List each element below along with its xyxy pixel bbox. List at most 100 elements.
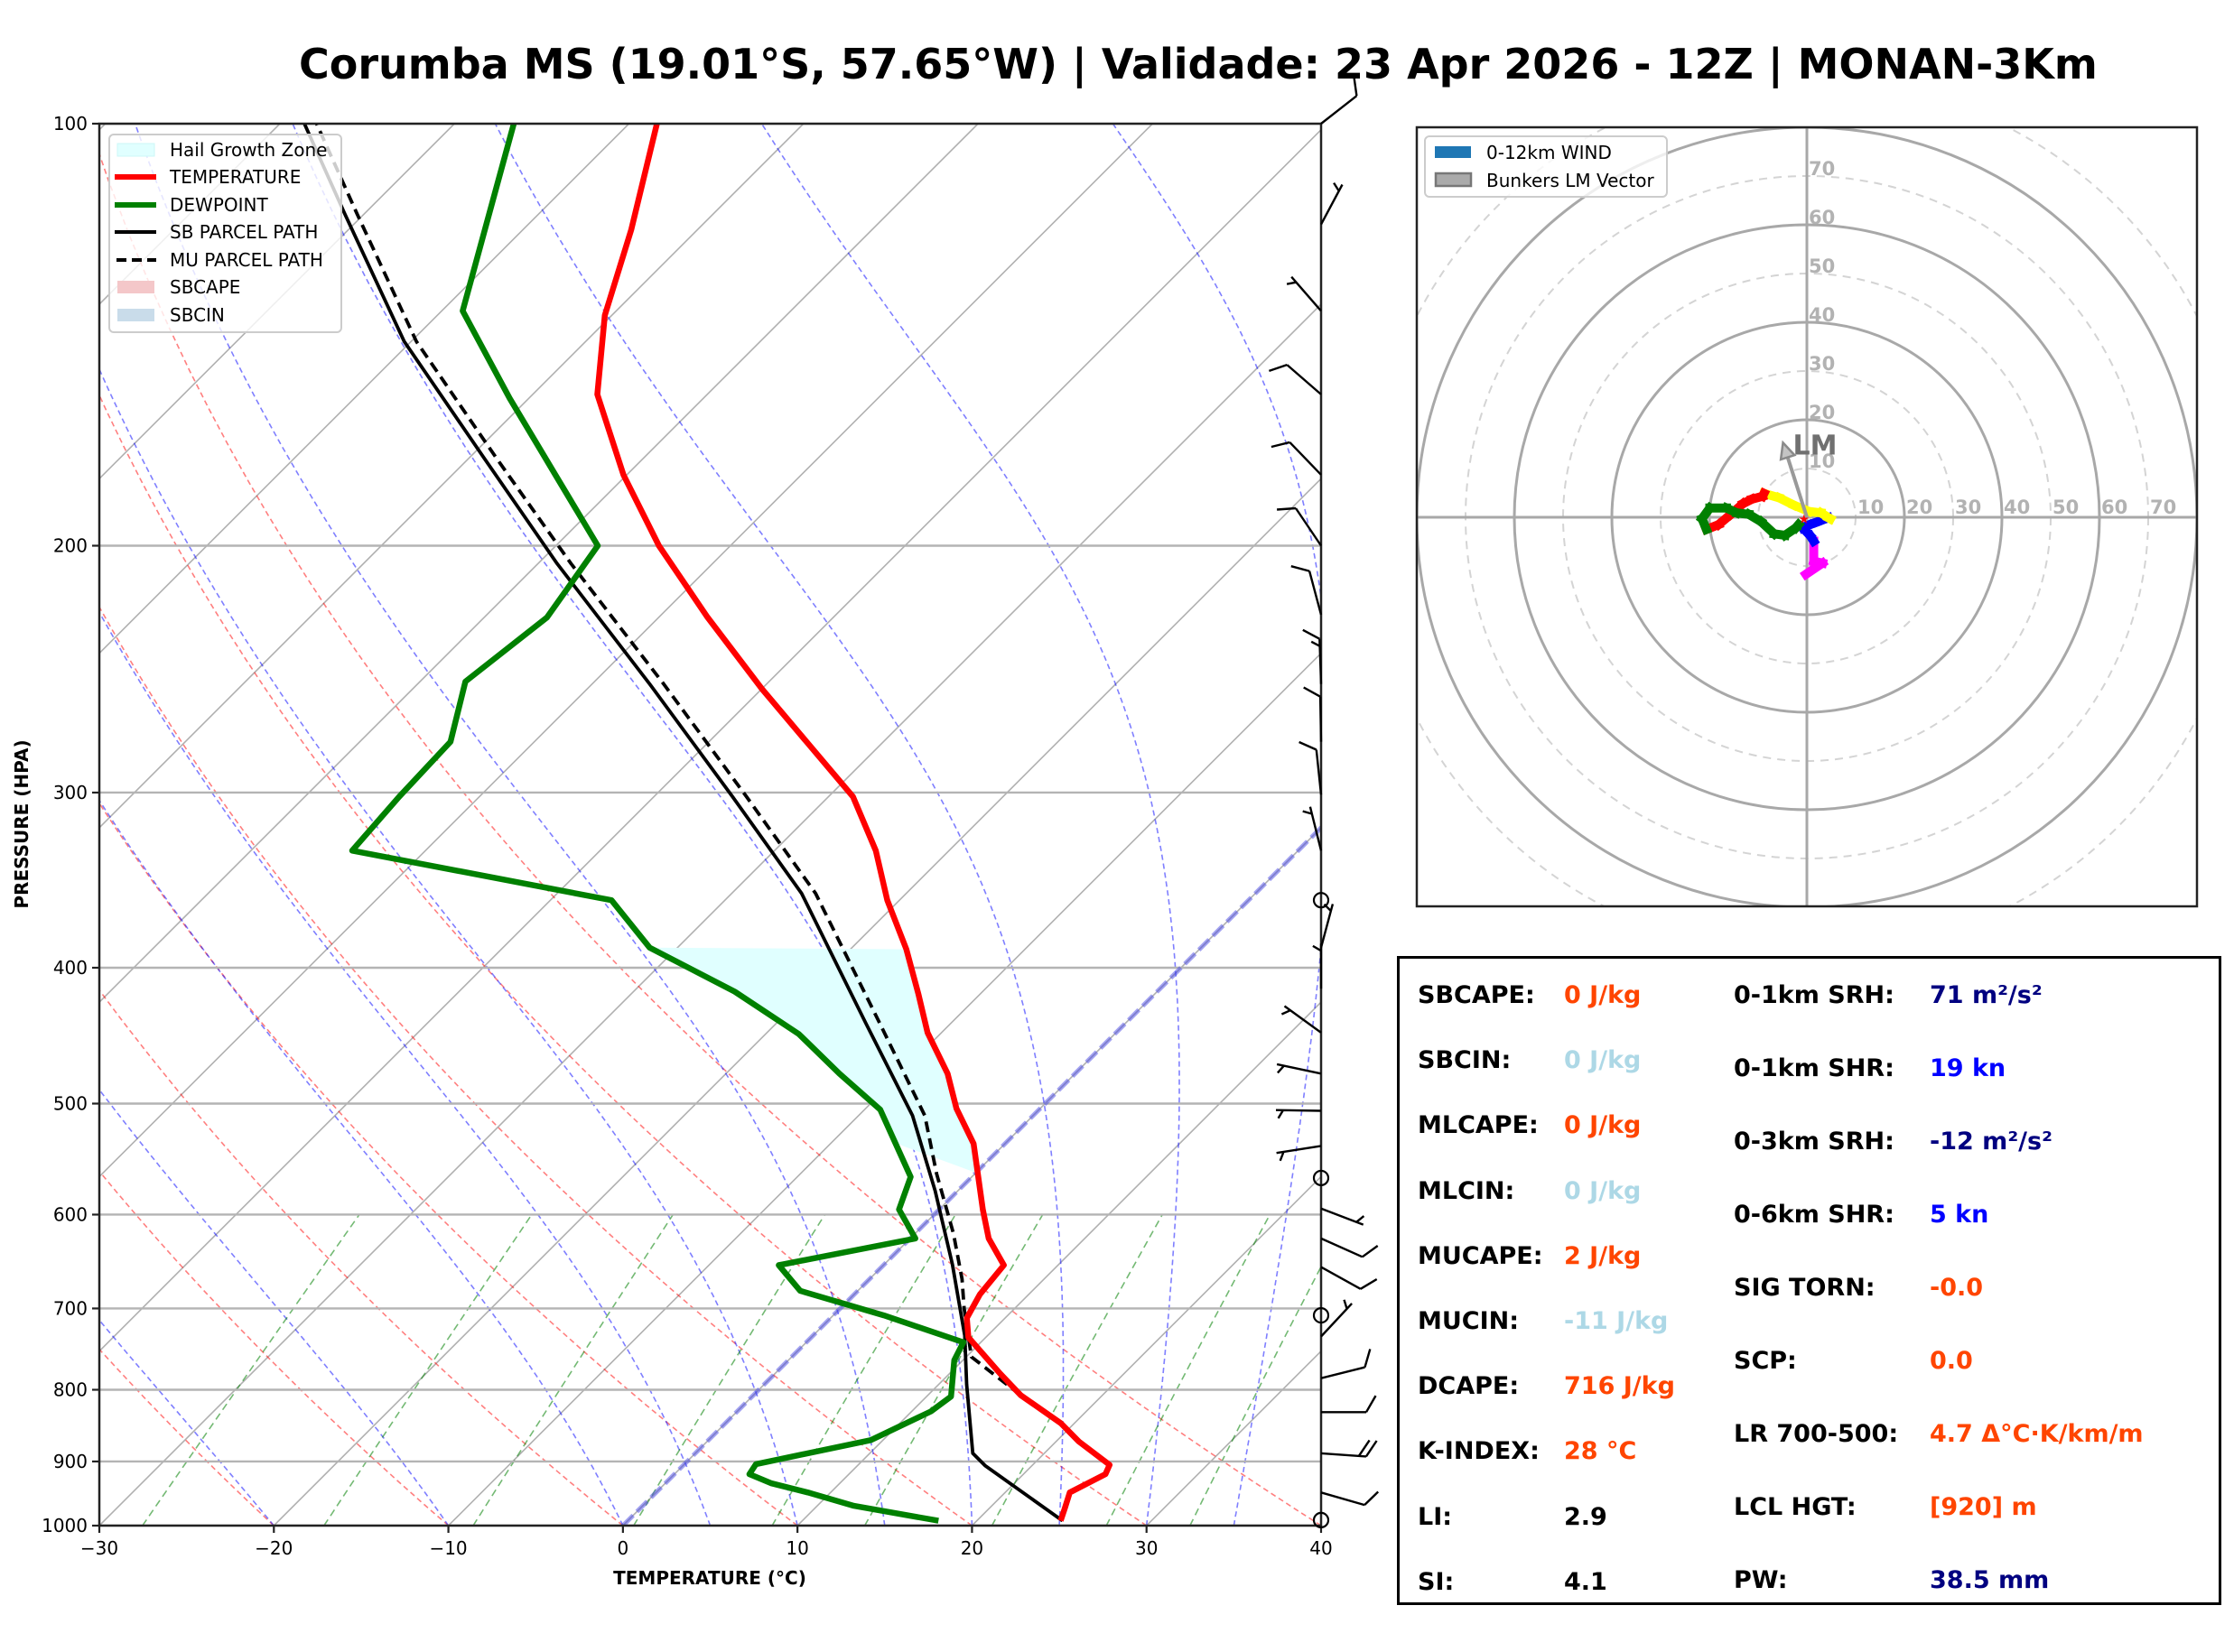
- x-tick-label: 10: [786, 1537, 808, 1559]
- index-value-sbcin: 0 J/kg: [1564, 1046, 1642, 1074]
- calm-wind-circle: [1312, 1307, 1330, 1324]
- moist-adiabat: [134, 124, 886, 1526]
- wind-barb: [1319, 903, 1335, 949]
- hodograph-frame: [1415, 125, 2199, 908]
- mu-parcel-path-line: [314, 124, 1022, 1397]
- isotherm-line: [796, 1001, 1321, 1526]
- legend-item-sb-parcel: SB PARCEL PATH: [115, 221, 318, 243]
- moist-adiabat: [292, 124, 973, 1526]
- calm-wind-circle: [1312, 1511, 1330, 1529]
- y-tick-label: 400: [53, 957, 88, 979]
- dry-adiabat: [99, 605, 973, 1526]
- hodograph-ring-label-x: 40: [2004, 497, 2030, 518]
- dry-adiabat: [99, 152, 1321, 1526]
- index-value-si: 4.1: [1564, 1568, 1607, 1596]
- index-label-dcape: DCAPE:: [1418, 1372, 1520, 1400]
- index-label-lapse-rate: LR 700-500:: [1734, 1420, 1899, 1448]
- wind-barb: [1275, 1109, 1322, 1119]
- index-label-si: SI:: [1418, 1568, 1455, 1596]
- hodograph-chart: 10 10 20 20 30 30 40 40 50 50 60 60 70 70 LM 0-12km W…: [1415, 125, 2199, 908]
- index-label-pw: PW:: [1734, 1566, 1788, 1594]
- mixing-ratio-line: [1189, 1265, 1321, 1526]
- isotherm-line: [99, 124, 1153, 1178]
- x-tick-label: −20: [255, 1537, 293, 1559]
- skewt-plot-frame: [98, 122, 1323, 1527]
- hodograph-ring-label-y: 70: [1809, 158, 1835, 180]
- hodograph-ring-label-y: 40: [1809, 304, 1835, 326]
- hodograph-ring-label-x: 70: [2150, 497, 2176, 518]
- moist-adiabat: [99, 799, 624, 1526]
- x-tick-label: 20: [961, 1537, 983, 1559]
- calm-wind-circle: [1312, 1169, 1330, 1187]
- index-label-sig-torn: SIG TORN:: [1734, 1274, 1876, 1302]
- isotherm-line: [99, 302, 1321, 1526]
- hodograph-content: [1417, 127, 2197, 906]
- y-tick-label: 900: [53, 1451, 88, 1472]
- sb-parcel-path-line: [303, 124, 1064, 1523]
- wind-barb: [1321, 1395, 1377, 1414]
- legend-label: 0-12km WIND: [1486, 142, 1612, 163]
- mixing-ratio-line: [991, 1214, 1163, 1526]
- index-label-k-index: K-INDEX:: [1418, 1437, 1540, 1465]
- skewt-chart: −30 −20 −10 0 10 20 30 40 100 200 300 400 500 600 700 8…: [11, 77, 1380, 1589]
- legend-label: Hail Growth Zone: [170, 139, 327, 161]
- y-tick-label: 600: [53, 1203, 88, 1225]
- wind-barb: [1320, 1490, 1380, 1507]
- y-tick-label: 300: [53, 782, 88, 803]
- legend-item-temperature: TEMPERATURE: [115, 166, 301, 188]
- index-value-k-index: 28 °C: [1564, 1437, 1637, 1465]
- wind-barb: [1276, 1063, 1322, 1075]
- freezing-isotherm: [621, 824, 1321, 1526]
- index-value-mucape: 2 J/kg: [1564, 1242, 1642, 1270]
- y-tick-label: 500: [53, 1093, 88, 1115]
- index-value-lapse-rate: 4.7 Δ°C·K/km/m: [1930, 1420, 2144, 1448]
- wind-barb: [1271, 441, 1322, 476]
- moist-adiabat: [99, 367, 798, 1526]
- lm-vector-label: LM: [1793, 430, 1838, 461]
- hodograph-trace-segment: [1789, 518, 1805, 534]
- hodograph-ring-label-x: 50: [2052, 497, 2079, 518]
- wind-barb: [1320, 1207, 1365, 1226]
- isotherm-line: [99, 128, 1321, 1352]
- index-label-sbcape: SBCAPE:: [1418, 981, 1535, 1009]
- dry-adiabat: [99, 393, 1148, 1526]
- temperature-line: [594, 124, 1113, 1522]
- skewt-reference-lines: [99, 124, 1321, 1526]
- wind-barb: [1277, 506, 1322, 547]
- legend-item-sbcape: SBCAPE: [117, 276, 240, 298]
- y-tick-label: 1000: [42, 1515, 88, 1536]
- hodograph-ring-label-y: 10: [1809, 450, 1835, 472]
- hodograph-traces: [1695, 440, 1837, 581]
- hodograph-ring-label-y: 20: [1809, 402, 1835, 423]
- x-tick-label: 0: [617, 1537, 628, 1559]
- wind-barb: [1269, 363, 1322, 395]
- skewt-axes: −30 −20 −10 0 10 20 30 40 100 200 300 400 500 600 700 8…: [42, 113, 1333, 1559]
- index-label-li: LI:: [1418, 1503, 1453, 1531]
- index-label-srh-0-3km: 0-3km SRH:: [1734, 1128, 1894, 1155]
- index-label-mlcin: MLCIN:: [1418, 1177, 1515, 1205]
- wind-barb: [1290, 565, 1323, 616]
- index-value-pw: 38.5 mm: [1930, 1566, 2050, 1594]
- dry-adiabat: [99, 1348, 275, 1526]
- wind-barb: [1302, 806, 1323, 851]
- index-value-srh-0-3km: -12 m²/s²: [1930, 1128, 2052, 1155]
- hodograph-ring-label-x: 20: [1906, 497, 1932, 518]
- index-label-shr-0-6km: 0-6km SHR:: [1734, 1201, 1894, 1229]
- wind-barb: [1320, 1439, 1378, 1458]
- index-label-sbcin: SBCIN:: [1418, 1046, 1512, 1074]
- moist-adiabat: [99, 610, 712, 1526]
- dewpoint-line: [349, 124, 967, 1524]
- mixing-ratio-line: [1105, 1214, 1271, 1526]
- skewt-legend-frame: [108, 134, 342, 333]
- dry-adiabat: [99, 1170, 450, 1526]
- legend-item-sbcin: SBCIN: [117, 304, 225, 326]
- index-label-mlcape: MLCAPE:: [1418, 1111, 1539, 1139]
- legend-item-dewpoint: DEWPOINT: [115, 194, 268, 216]
- calm-wind-circle: [1312, 892, 1330, 909]
- isotherm-line: [99, 124, 630, 654]
- hodograph-ring-labels: 10 10 20 20 30 30 40 40 50 50 60 60 70 70: [1809, 158, 2176, 518]
- index-value-scp: 0.0: [1930, 1347, 1973, 1375]
- index-value-shr-0-1km: 19 kn: [1930, 1054, 2006, 1082]
- hodograph-ring-label-y: 60: [1809, 207, 1835, 228]
- wind-barb: [1303, 686, 1323, 742]
